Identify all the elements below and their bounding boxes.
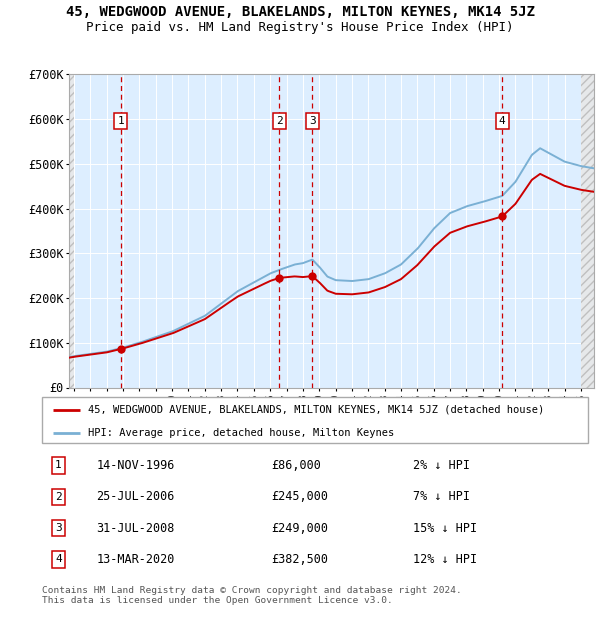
Text: £382,500: £382,500 [271,553,328,566]
Text: 3: 3 [309,117,316,126]
Text: Price paid vs. HM Land Registry's House Price Index (HPI): Price paid vs. HM Land Registry's House … [86,21,514,34]
Text: £86,000: £86,000 [271,459,321,472]
Text: 31-JUL-2008: 31-JUL-2008 [97,521,175,534]
Text: HPI: Average price, detached house, Milton Keynes: HPI: Average price, detached house, Milt… [88,428,395,438]
Text: 1: 1 [55,461,62,471]
Text: Contains HM Land Registry data © Crown copyright and database right 2024.
This d: Contains HM Land Registry data © Crown c… [42,586,462,605]
Text: 25-JUL-2006: 25-JUL-2006 [97,490,175,503]
FancyBboxPatch shape [42,397,588,443]
Bar [581,74,594,388]
Text: 2: 2 [55,492,62,502]
Text: 3: 3 [55,523,62,533]
Text: 15% ↓ HPI: 15% ↓ HPI [413,521,478,534]
Text: £245,000: £245,000 [271,490,328,503]
Text: 1: 1 [118,117,124,126]
Text: 12% ↓ HPI: 12% ↓ HPI [413,553,478,566]
Text: 45, WEDGWOOD AVENUE, BLAKELANDS, MILTON KEYNES, MK14 5JZ (detached house): 45, WEDGWOOD AVENUE, BLAKELANDS, MILTON … [88,405,545,415]
Text: 2% ↓ HPI: 2% ↓ HPI [413,459,470,472]
Text: 4: 4 [55,554,62,564]
Text: £249,000: £249,000 [271,521,328,534]
Text: 14-NOV-1996: 14-NOV-1996 [97,459,175,472]
Bar [69,74,74,388]
Text: 7% ↓ HPI: 7% ↓ HPI [413,490,470,503]
Text: 13-MAR-2020: 13-MAR-2020 [97,553,175,566]
Text: 2: 2 [276,117,283,126]
Text: 45, WEDGWOOD AVENUE, BLAKELANDS, MILTON KEYNES, MK14 5JZ: 45, WEDGWOOD AVENUE, BLAKELANDS, MILTON … [65,5,535,19]
Text: 4: 4 [499,117,506,126]
